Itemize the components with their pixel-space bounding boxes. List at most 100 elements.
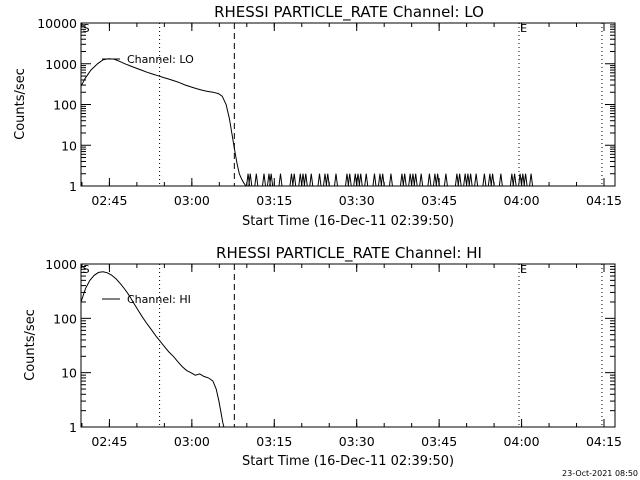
panel-hi-xlabel: Start Time (16-Dec-11 02:39:50)	[242, 454, 454, 469]
panel-lo-spike	[377, 173, 382, 187]
panel-hi-series-line	[80, 271, 225, 428]
panel-hi-ytick-label-3: 1000	[45, 257, 77, 272]
panel-lo-spike	[498, 173, 503, 187]
panel-lo-xtick-label-4: 03:45	[421, 193, 457, 208]
panel-lo-spike	[380, 173, 385, 187]
panel-lo-xtick-label-2: 03:15	[256, 193, 292, 208]
panel-lo-spike	[490, 173, 495, 187]
panel-lo-spike	[333, 173, 338, 187]
panel-hi-xtick-label-2: 03:15	[256, 434, 292, 449]
panel-lo-spike	[323, 173, 327, 187]
panel-hi-ytick-label-1: 10	[61, 366, 77, 381]
panel-lo-spike	[465, 173, 470, 187]
panel-lo-spike	[269, 173, 274, 187]
panel-lo-spike	[292, 173, 297, 187]
panel-lo-spike	[355, 173, 360, 187]
panel-lo-spike	[254, 173, 259, 187]
panel-hi-xtick-label-3: 03:30	[339, 434, 375, 449]
panel-lo-spike	[410, 173, 415, 187]
panel-lo-spike	[463, 173, 468, 187]
panel-hi-xtick-label-0: 02:45	[91, 434, 127, 449]
panel-lo-spike	[443, 173, 448, 187]
panel-lo-data	[80, 58, 534, 187]
panel-lo-legend-label: Channel: LO	[127, 53, 194, 66]
timestamp: 23-Oct-2021 08:50	[562, 469, 638, 478]
panel-lo-spike	[468, 173, 473, 187]
panel-lo-spike	[325, 173, 330, 187]
panel-hi-ticks: 02:45 03:00 03:15 03:30 03:45 04:00 04:15 1 10 10…	[45, 257, 622, 449]
panel-lo-spike	[248, 173, 253, 187]
panel-lo-spike	[301, 173, 306, 187]
panel-lo-spike	[309, 173, 314, 187]
panel-lo-spike	[457, 173, 462, 187]
panel-lo-spike	[262, 173, 266, 187]
panel-hi-xtick-label-4: 03:45	[421, 434, 457, 449]
panel-lo-spike	[512, 173, 517, 187]
panel-hi-ytick-label-0: 1	[69, 420, 77, 435]
panel-lo-spike	[529, 173, 534, 187]
panel-hi-ylabel: Counts/sec	[23, 309, 38, 381]
panel-lo-spike	[487, 173, 492, 187]
panel-lo-spike	[408, 173, 413, 187]
panel-lo-spike	[317, 173, 322, 187]
panel-lo-spike	[372, 173, 377, 187]
panel-lo-spike	[353, 173, 358, 187]
panel-lo-spike	[520, 173, 525, 187]
panel-lo-spike	[482, 173, 487, 187]
panel-lo-spike	[303, 173, 308, 187]
panel-lo-xtick-label-6: 04:15	[586, 193, 622, 208]
panel-lo-ylabel: Counts/sec	[13, 68, 28, 140]
panel-lo-annotation-e: E	[520, 22, 527, 35]
panel-lo-spike	[364, 173, 369, 187]
panel-lo-annotation-s: S	[83, 22, 90, 35]
panel-lo-spike	[419, 173, 424, 187]
panel-lo-spike	[344, 173, 349, 187]
panel-hi-title: RHESSI PARTICLE_RATE Channel: HI	[216, 244, 482, 263]
panel-lo-xtick-label-0: 02:45	[91, 193, 127, 208]
panel-lo-spike	[358, 173, 363, 187]
panel-lo-spike	[432, 173, 437, 187]
panel-lo-xlabel: Start Time (16-Dec-11 02:39:50)	[242, 214, 454, 229]
panel-lo-xtick-label-5: 04:00	[504, 193, 540, 208]
panel-hi-xtick-label-6: 04:15	[586, 434, 622, 449]
panel-lo-title: RHESSI PARTICLE_RATE Channel: LO	[214, 3, 484, 22]
panel-lo-spike	[347, 173, 352, 187]
panel-lo-spike	[454, 173, 459, 187]
panel-lo-spike	[427, 173, 432, 187]
panel-lo-ytick-label-3: 1000	[45, 57, 77, 72]
panel-hi-ytick-label-2: 100	[53, 311, 77, 326]
panel-hi-xtick-label-1: 03:00	[174, 434, 210, 449]
panel-lo-spike	[523, 173, 528, 187]
panel-hi-annotation-s: S	[83, 263, 90, 276]
panel-lo-spike	[298, 173, 303, 187]
panel-lo-spike	[474, 173, 479, 187]
panel-lo-xtick-label-1: 03:00	[174, 193, 210, 208]
panel-lo-spike	[509, 173, 514, 187]
panel-lo-spike	[289, 173, 294, 187]
panel-lo-spike	[278, 173, 283, 187]
panel-lo-spike	[435, 173, 440, 187]
panel-lo-ytick-label-0: 1	[69, 179, 77, 194]
panel-lo-ytick-label-4: 10000	[37, 16, 77, 31]
panel-lo-spike	[518, 173, 523, 187]
panel-lo-xtick-label-3: 03:30	[339, 193, 375, 208]
panel-hi-data	[80, 271, 225, 428]
panel-lo-series-line	[80, 58, 247, 187]
panel-lo-spike	[413, 173, 418, 187]
panel-lo-ytick-label-2: 100	[53, 98, 77, 113]
panel-hi-frame	[80, 263, 616, 428]
panel-lo-frame	[80, 22, 616, 187]
panel-hi-legend-label: Channel: HI	[127, 293, 191, 306]
panel-hi-annotation-e: E	[520, 263, 527, 276]
panel-lo-spike	[402, 173, 407, 187]
panel-lo-ytick-label-1: 10	[61, 138, 77, 153]
panel-lo-ticks: 02:45 03:00 03:15 03:30 03:45 04:00 04:15 1 10 10…	[37, 16, 622, 208]
panel-lo-spike	[399, 173, 404, 187]
panel-hi-xtick-label-5: 04:00	[504, 434, 540, 449]
panel-lo-spike	[388, 173, 393, 187]
